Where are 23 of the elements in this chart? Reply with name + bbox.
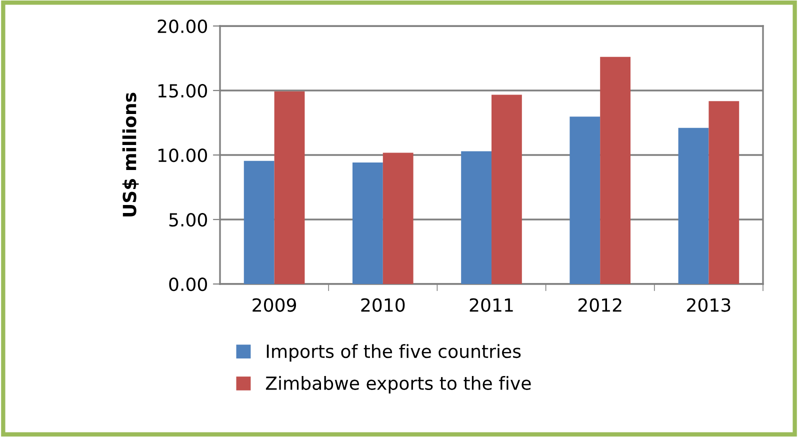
- bar: [244, 160, 274, 284]
- x-tick-label: 2010: [361, 298, 405, 312]
- y-tick-label: 15.00: [158, 84, 207, 98]
- bar: [274, 91, 305, 284]
- bar: [708, 101, 740, 284]
- bar: [570, 116, 600, 284]
- bar: [600, 56, 631, 284]
- y-tick-label: 20.00: [158, 19, 207, 34]
- y-tick-label: 5.00: [169, 212, 207, 227]
- x-tick-label: 2013: [687, 298, 730, 312]
- bar: [461, 151, 492, 284]
- bar: [678, 128, 709, 284]
- x-tick-label: 2009: [252, 298, 296, 312]
- y-axis-title: US$ millions: [122, 92, 139, 216]
- bar: [492, 94, 522, 284]
- legend-label: Imports of the five countries: [266, 344, 521, 362]
- legend-label: Zimbabwe exports to the five: [266, 376, 531, 394]
- bar: [352, 162, 383, 284]
- y-tick-label: 10.00: [158, 148, 207, 162]
- x-tick-label: 2012: [578, 298, 622, 312]
- x-tick-label: 2011: [470, 298, 513, 312]
- y-tick-label: 0.00: [169, 277, 207, 292]
- bar: [382, 152, 414, 284]
